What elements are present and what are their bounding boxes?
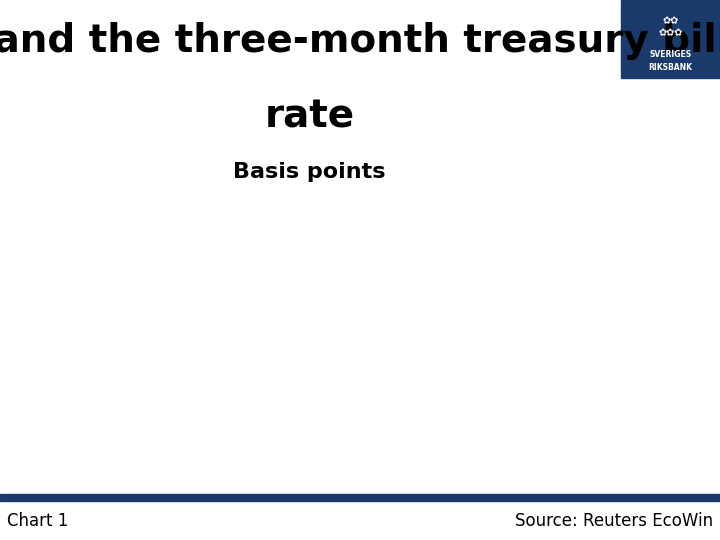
Text: Chart 1: Chart 1 [7, 512, 68, 530]
Text: rate and the three-month treasury bill: rate and the three-month treasury bill [0, 22, 720, 59]
Bar [621, 0, 720, 78]
Bar [0, 494, 720, 501]
Text: Basis points: Basis points [233, 162, 386, 182]
Text: Source: Reuters EcoWin: Source: Reuters EcoWin [515, 512, 713, 530]
Text: ✿✿
✿✿✿: ✿✿ ✿✿✿ [658, 17, 683, 38]
Text: rate: rate [264, 97, 355, 135]
Text: SVERIGES
RIKSBANK: SVERIGES RIKSBANK [648, 50, 693, 72]
